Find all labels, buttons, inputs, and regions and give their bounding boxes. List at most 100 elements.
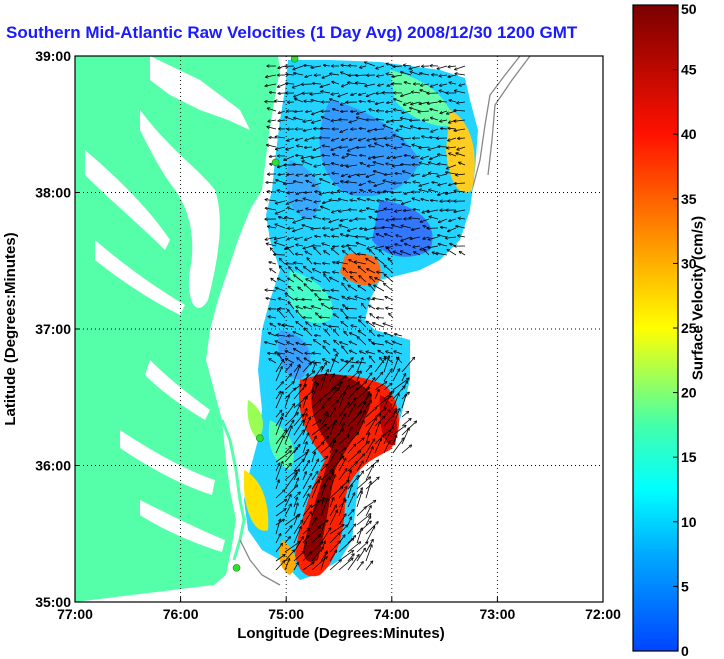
velocity-arrow <box>369 305 376 310</box>
velocity-arrow <box>325 330 331 337</box>
velocity-arrow <box>276 335 286 336</box>
velocity-arrow <box>297 358 304 364</box>
velocity-arrow <box>420 218 430 222</box>
velocity-arrow <box>404 210 412 211</box>
velocity-arrow <box>311 518 317 526</box>
velocity-arrow <box>367 321 376 328</box>
velocity-arrow <box>277 190 286 192</box>
velocity-arrow <box>401 357 414 373</box>
hf-radar-stations <box>232 56 299 572</box>
velocity-arrow <box>393 200 403 201</box>
velocity-arrow <box>280 259 286 265</box>
velocity-arrow <box>438 182 448 185</box>
velocity-arrow <box>341 111 349 112</box>
velocity-arrow <box>331 120 340 121</box>
velocity-arrow <box>293 503 298 517</box>
velocity-arrow <box>346 308 358 309</box>
velocity-arrow <box>304 307 313 310</box>
velocity-arrow <box>385 174 394 175</box>
velocity-arrow <box>296 267 304 274</box>
velocity-arrow <box>365 545 372 562</box>
velocity-arrow <box>288 302 295 310</box>
velocity-arrow <box>270 269 277 274</box>
colorbar-tick-label: 25 <box>681 320 697 336</box>
velocity-arrow <box>394 351 403 355</box>
velocity-arrow <box>342 83 349 87</box>
velocity-arrow <box>359 101 367 102</box>
velocity-arrow <box>286 146 295 150</box>
velocity-arrow <box>384 209 394 210</box>
velocity-arrow <box>313 269 322 274</box>
velocity-arrow <box>314 216 322 220</box>
velocity-arrow <box>440 84 448 86</box>
velocity-arrow <box>329 475 335 490</box>
velocity-arrow <box>370 314 376 319</box>
velocity-arrow <box>269 359 277 364</box>
velocity-arrow <box>320 498 328 517</box>
velocity-arrow <box>329 429 343 445</box>
velocity-arrow <box>376 119 385 120</box>
velocity-arrow <box>357 117 367 121</box>
velocity-arrow <box>374 390 379 400</box>
velocity-arrow <box>333 272 340 273</box>
velocity-arrow <box>322 155 331 156</box>
velocity-arrow <box>367 199 376 202</box>
velocity-arrow <box>341 72 349 76</box>
x-tick-label: 73:00 <box>479 606 515 622</box>
velocity-arrow <box>311 501 318 517</box>
velocity-arrow <box>454 209 466 212</box>
velocity-arrow <box>369 217 376 220</box>
velocity-arrow <box>265 83 277 86</box>
velocity-arrow <box>387 102 394 103</box>
velocity-arrow <box>294 349 304 355</box>
velocity-arrow <box>284 404 294 418</box>
velocity-arrow <box>302 552 311 562</box>
velocity-arrow <box>412 198 421 202</box>
velocity-arrow <box>347 412 361 427</box>
velocity-arrow <box>275 436 284 454</box>
velocity-arrow <box>369 250 376 256</box>
velocity-arrow <box>338 514 346 526</box>
velocity-arrow <box>449 218 457 221</box>
velocity-arrow <box>323 346 331 355</box>
velocity-arrow <box>275 341 286 346</box>
velocity-arrow <box>311 100 322 103</box>
velocity-arrow <box>432 182 439 183</box>
velocity-arrow <box>315 335 322 336</box>
velocity-arrow <box>340 128 349 132</box>
velocity-arrow <box>447 164 457 169</box>
velocity-arrow <box>347 517 351 526</box>
velocity-arrow <box>329 487 343 499</box>
velocity-arrow <box>331 227 340 230</box>
velocity-arrow <box>284 464 291 472</box>
velocity-arrow <box>400 126 412 130</box>
velocity-arrow <box>275 462 283 481</box>
velocity-arrow <box>284 537 290 544</box>
velocity-arrow <box>404 65 412 66</box>
velocity-arrow <box>389 314 394 319</box>
velocity-arrow <box>376 65 385 68</box>
velocity-arrow <box>438 244 448 247</box>
velocity-arrow <box>269 262 277 265</box>
velocity-arrow <box>375 129 385 130</box>
velocity-arrow <box>360 210 367 211</box>
velocity-arrow <box>329 354 337 373</box>
velocity-arrow <box>365 414 380 427</box>
velocity-arrow <box>329 533 340 544</box>
velocity-arrow <box>401 251 412 256</box>
velocity-arrow <box>329 218 340 222</box>
velocity-arrow <box>367 92 376 96</box>
colorbar-tick-label: 15 <box>681 449 697 465</box>
velocity-arrow <box>311 65 322 68</box>
velocity-arrow <box>303 344 313 345</box>
velocity-arrow <box>302 474 312 490</box>
velocity-arrow <box>293 332 304 337</box>
velocity-arrow <box>266 208 277 211</box>
velocity-arrow <box>374 422 380 436</box>
velocity-arrow <box>369 181 376 183</box>
velocity-arrow <box>329 408 335 418</box>
velocity-arrow <box>293 430 304 445</box>
velocity-arrow <box>341 65 349 66</box>
velocity-arrow <box>429 173 439 174</box>
velocity-arrow <box>347 382 359 391</box>
